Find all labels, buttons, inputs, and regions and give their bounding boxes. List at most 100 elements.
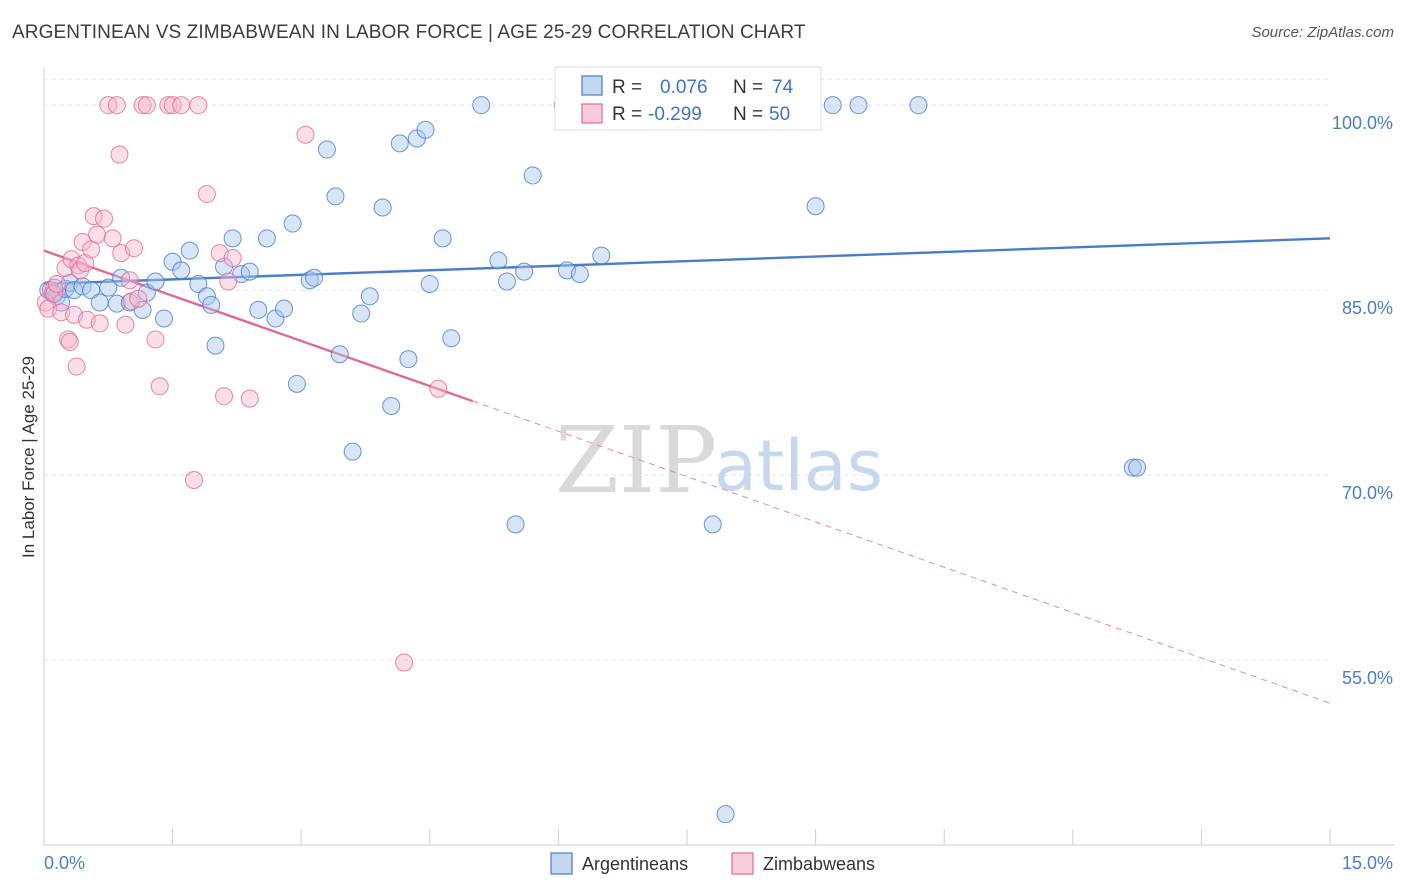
point-argentineans-30: [249, 300, 268, 319]
point-argentineans-11: [99, 278, 118, 297]
point-argentineans-45: [382, 397, 401, 416]
chart-title: ARGENTINEAN VS ZIMBABWEAN IN LABOR FORCE…: [12, 22, 806, 43]
point-zimbabweans-20: [90, 314, 109, 333]
point-zimbabweans-47: [296, 125, 315, 144]
point-argentineans-68: [806, 197, 825, 216]
point-argentineans-55: [497, 272, 516, 291]
point-argentineans-58: [523, 166, 542, 185]
point-argentineans-18: [155, 309, 174, 328]
point-argentineans-40: [330, 345, 349, 364]
point-argentineans-73: [1128, 458, 1147, 477]
y-tick-label-2: 85.0%: [1342, 298, 1393, 318]
point-zimbabweans-15: [76, 253, 95, 272]
x-tick-label-0: 0.0%: [44, 853, 85, 873]
point-zimbabweans-34: [146, 330, 165, 349]
point-argentineans-51: [433, 229, 452, 248]
point-argentineans-23: [197, 287, 216, 306]
x-tick-label-1: 15.0%: [1342, 853, 1393, 873]
point-argentineans-62: [592, 246, 611, 265]
point-argentineans-29: [240, 262, 259, 281]
point-zimbabweans-48: [395, 653, 414, 672]
legend-r-value-1: 0.076: [660, 77, 708, 98]
grid-lines: [44, 78, 1330, 661]
point-argentineans-57: [515, 262, 534, 281]
point-argentineans-35: [287, 374, 306, 393]
legend-n-value-2: 50: [769, 104, 790, 125]
point-argentineans-27: [223, 229, 242, 248]
point-zimbabweans-30: [125, 239, 144, 258]
point-zimbabweans-32: [133, 96, 152, 115]
trend-line-argentineans: [43, 237, 1331, 286]
point-argentineans-24: [202, 295, 221, 314]
point-argentineans-17: [146, 272, 165, 291]
point-argentineans-46: [390, 134, 409, 153]
point-argentineans-12: [107, 294, 126, 313]
y-axis-label: In Labor Force | Age 25-29: [19, 356, 38, 558]
point-argentineans-25: [206, 336, 225, 355]
point-argentineans-52: [442, 329, 461, 348]
point-argentineans-37: [305, 268, 324, 287]
trend-lines: [43, 237, 1331, 704]
series-legend: Argentineans Zimbabweans: [550, 852, 875, 875]
point-argentineans-53: [472, 96, 491, 115]
series-legend-label-zimbabweans: Zimbabweans: [763, 854, 875, 874]
point-zimbabweans-4: [47, 274, 66, 293]
point-zimbabweans-46: [240, 389, 259, 408]
series-legend-swatch-argentineans: [550, 852, 573, 875]
point-argentineans-47: [399, 350, 418, 369]
point-argentineans-8: [73, 277, 92, 296]
point-argentineans-71: [909, 96, 928, 115]
x-tick-labels: 0.0% 15.0%: [44, 853, 1393, 873]
point-argentineans-20: [172, 261, 191, 280]
legend-n-label-1: N =: [733, 77, 763, 98]
point-zimbabweans-45: [223, 249, 242, 268]
series-zimbabweans: [36, 96, 448, 672]
point-zimbabweans-8: [60, 332, 79, 351]
point-zimbabweans-21: [95, 209, 114, 228]
point-argentineans-69: [823, 96, 842, 115]
point-zimbabweans-24: [107, 96, 126, 115]
point-argentineans-38: [317, 140, 336, 159]
point-argentineans-39: [326, 187, 345, 206]
y-tick-label-1: 70.0%: [1342, 483, 1393, 503]
point-zimbabweans-43: [215, 387, 234, 406]
legend-swatch-zimbabweans: [581, 103, 603, 124]
point-argentineans-42: [352, 304, 371, 323]
trend-line-zimbabweans: [43, 249, 474, 403]
point-zimbabweans-38: [172, 96, 191, 115]
legend-r-value-2: -0.299: [648, 104, 702, 125]
watermark-zip: ZIP: [555, 407, 717, 514]
point-zimbabweans-31: [129, 289, 148, 308]
axes: [43, 68, 1394, 846]
trend-line-extension-zimbabweans: [472, 400, 1331, 704]
point-argentineans-31: [257, 229, 276, 248]
point-zimbabweans-19: [88, 225, 107, 244]
legend-r-label-2: R =: [612, 104, 642, 125]
point-zimbabweans-33: [137, 96, 156, 115]
point-argentineans-72: [1123, 458, 1142, 477]
point-zimbabweans-36: [159, 96, 178, 115]
point-argentineans-44: [373, 198, 392, 217]
point-zimbabweans-41: [197, 184, 216, 203]
point-zimbabweans-29: [122, 292, 141, 311]
point-argentineans-10: [90, 293, 109, 312]
legend-n-label-2: N =: [733, 104, 763, 125]
point-argentineans-50: [420, 274, 439, 293]
point-zimbabweans-39: [185, 471, 204, 490]
legend-r-label-1: R =: [612, 77, 642, 98]
y-tick-label-0: 55.0%: [1342, 668, 1393, 688]
point-argentineans-70: [849, 96, 868, 115]
point-zimbabweans-40: [189, 96, 208, 115]
point-argentineans-54: [489, 251, 508, 270]
point-argentineans-66: [716, 805, 735, 824]
stats-legend: R = 0.076 N = 74 R = -0.299 N = 50: [554, 66, 822, 131]
point-zimbabweans-23: [103, 229, 122, 248]
series-legend-swatch-zimbabweans: [731, 852, 754, 875]
point-zimbabweans-35: [150, 377, 169, 396]
point-argentineans-21: [180, 241, 199, 260]
point-argentineans-65: [703, 515, 722, 534]
point-argentineans-49: [416, 120, 435, 139]
point-zimbabweans-18: [84, 207, 103, 226]
point-argentineans-41: [343, 442, 362, 461]
point-zimbabweans-25: [110, 145, 129, 164]
